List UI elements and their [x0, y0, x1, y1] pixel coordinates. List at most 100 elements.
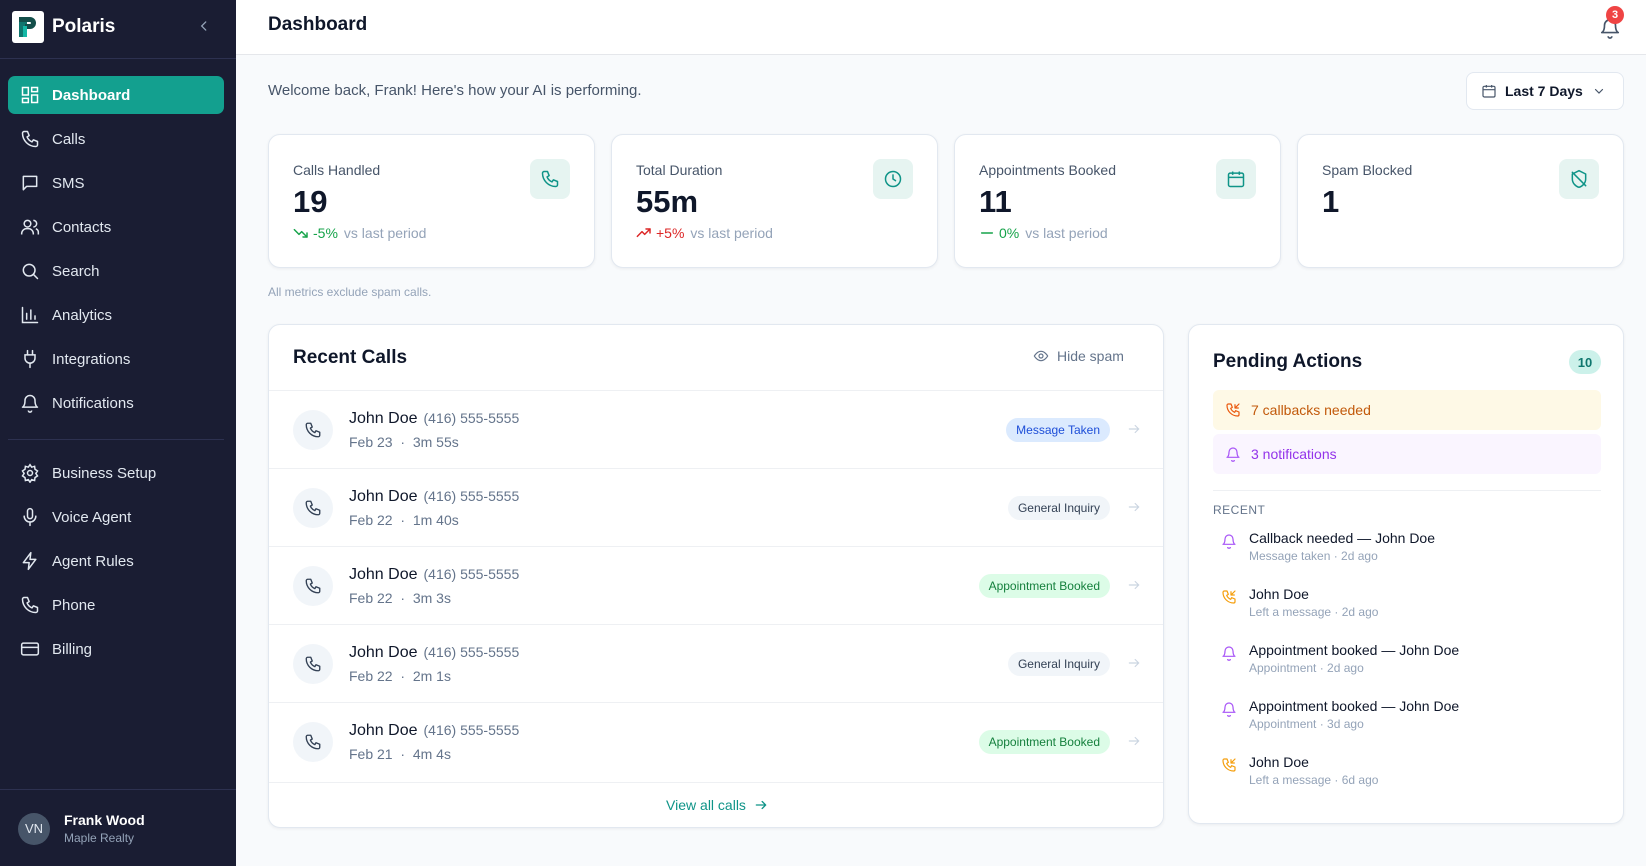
bell-icon — [1222, 702, 1236, 717]
list-item[interactable]: Callback needed — John Doe Message taken… — [1213, 530, 1601, 586]
call-meta: Feb 22 · 2m 1s — [349, 668, 451, 684]
user-org: Maple Realty — [64, 831, 135, 845]
sidebar-item-voice-agent[interactable]: Voice Agent — [8, 498, 224, 536]
metric-value: 19 — [293, 184, 328, 219]
sidebar-item-label: Contacts — [52, 218, 112, 236]
recent-section-label: RECENT — [1213, 503, 1266, 517]
phone-callback-icon — [1222, 758, 1236, 772]
sidebar-item-sms[interactable]: SMS — [8, 164, 224, 202]
welcome-message: Welcome back, Frank! Here's how your AI … — [268, 82, 642, 99]
clock-icon — [884, 170, 902, 188]
table-row[interactable]: John Doe (416) 555-5555 Feb 22 · 1m 40s G… — [269, 468, 1163, 546]
callbacks-needed-button[interactable]: 7 callbacks needed — [1213, 390, 1601, 430]
table-row[interactable]: John Doe (416) 555-5555 Feb 21 · 4m 4s Ap… — [269, 702, 1163, 780]
shield-off-icon — [1571, 169, 1587, 189]
sidebar-item-label: Billing — [52, 640, 93, 658]
sidebar: Polaris Dashboard Calls SMS Contacts Sea… — [0, 0, 236, 866]
metric-trend: 0% vs last period — [979, 225, 1108, 241]
sidebar-item-label: Search — [52, 262, 100, 280]
phone-icon — [541, 170, 559, 188]
arrow-right-icon[interactable] — [1127, 656, 1141, 670]
date-range-label: Last 7 Days — [1505, 83, 1583, 99]
sidebar-item-label: Phone — [52, 596, 96, 614]
recent-activity-list: Callback needed — John Doe Message taken… — [1213, 530, 1601, 810]
arrow-right-icon[interactable] — [1127, 500, 1141, 514]
status-badge: General Inquiry — [1007, 652, 1110, 676]
sidebar-item-search[interactable]: Search — [8, 252, 224, 290]
polaris-logo — [12, 11, 44, 43]
pending-count-badge: 10 — [1569, 350, 1601, 374]
sidebar-item-phone[interactable]: Phone — [8, 586, 224, 624]
sidebar-item-contacts[interactable]: Contacts — [8, 208, 224, 246]
sidebar-item-label: Voice Agent — [52, 508, 132, 526]
list-item[interactable]: John Doe Left a message · 2d ago — [1213, 586, 1601, 642]
sidebar-item-analytics[interactable]: Analytics — [8, 296, 224, 334]
user-profile[interactable]: VN Frank Wood Maple Realty — [18, 812, 145, 845]
metric-card-calls-handled: Calls Handled 19 -5% vs last period — [268, 134, 595, 268]
sidebar-item-notifications[interactable]: Notifications — [8, 384, 224, 422]
caller-name: John Doe (416) 555-5555 — [349, 644, 520, 661]
bell-icon — [21, 394, 39, 413]
collapse-sidebar-button[interactable] — [194, 16, 214, 36]
metric-comparison: vs last period — [690, 225, 773, 241]
divider — [1213, 490, 1601, 491]
list-item[interactable]: Appointment booked — John Doe Appointmen… — [1213, 642, 1601, 698]
sidebar-item-label: Dashboard — [52, 86, 131, 104]
metric-card-spam-blocked: Spam Blocked 1 — [1297, 134, 1624, 268]
recent-calls-title: Recent Calls — [293, 347, 408, 368]
metric-change: 0% — [999, 225, 1020, 241]
hide-spam-toggle[interactable]: Hide spam — [1033, 348, 1124, 364]
plug-icon — [24, 349, 36, 369]
list-item[interactable]: John Doe Left a message · 6d ago — [1213, 754, 1601, 810]
activity-subtitle: Appointment · 3d ago — [1249, 717, 1364, 731]
status-badge: Message Taken — [1006, 418, 1110, 442]
activity-title: Appointment booked — John Doe — [1249, 642, 1460, 658]
call-meta: Feb 21 · 4m 4s — [349, 746, 451, 762]
list-item[interactable]: Appointment booked — John Doe Appointmen… — [1213, 698, 1601, 754]
view-all-calls-link[interactable]: View all calls — [269, 782, 1163, 827]
message-icon — [22, 175, 38, 191]
metric-value: 11 — [979, 184, 1012, 219]
metrics-footnote: All metrics exclude spam calls. — [268, 285, 432, 299]
notification-count-badge: 3 — [1606, 6, 1624, 24]
activity-title: Callback needed — John Doe — [1249, 530, 1436, 546]
metric-change: +5% — [656, 225, 685, 241]
users-icon — [20, 219, 40, 235]
sidebar-item-integrations[interactable]: Integrations — [8, 340, 224, 378]
caller-phone: (416) 555-5555 — [423, 566, 520, 582]
caller-name: John Doe (416) 555-5555 — [349, 488, 520, 505]
recent-calls-card: Recent Calls Hide spam John Doe (416) 555… — [268, 324, 1164, 828]
arrow-right-icon[interactable] — [1127, 422, 1141, 436]
arrow-right-icon[interactable] — [1127, 578, 1141, 592]
phone-icon — [305, 500, 321, 516]
sidebar-item-calls[interactable]: Calls — [8, 120, 224, 158]
status-badge: Appointment Booked — [978, 730, 1110, 754]
sidebar-item-billing[interactable]: Billing — [8, 630, 224, 668]
phone-icon — [305, 578, 321, 594]
sidebar-item-agent-rules[interactable]: Agent Rules — [8, 542, 224, 580]
notifications-pending-button[interactable]: 3 notifications — [1213, 434, 1601, 474]
metric-comparison: vs last period — [343, 225, 427, 241]
pending-actions-title: Pending Actions — [1213, 351, 1363, 372]
metric-label: Total Duration — [636, 162, 723, 178]
app-name: Polaris — [52, 16, 116, 37]
lightning-icon — [22, 551, 37, 571]
table-row[interactable]: John Doe (416) 555-5555 Feb 22 · 2m 1s Ge… — [269, 624, 1163, 702]
caller-name: John Doe (416) 555-5555 — [349, 722, 520, 739]
table-row[interactable]: John Doe (416) 555-5555 Feb 22 · 3m 3s Ap… — [269, 546, 1163, 624]
date-range-dropdown[interactable]: Last 7 Days — [1466, 72, 1624, 110]
sidebar-item-business-setup[interactable]: Business Setup — [8, 454, 224, 492]
eye-icon — [1033, 350, 1049, 362]
sidebar-item-label: Notifications — [52, 394, 134, 412]
hide-spam-label: Hide spam — [1057, 348, 1124, 364]
table-row[interactable]: John Doe (416) 555-5555 Feb 23 · 3m 55s M… — [269, 390, 1163, 468]
trend-down-icon — [293, 228, 308, 238]
phone-icon — [21, 130, 39, 148]
arrow-right-icon[interactable] — [1127, 734, 1141, 748]
brand[interactable]: Polaris — [12, 10, 115, 44]
sidebar-item-label: Business Setup — [52, 464, 157, 482]
sidebar-item-dashboard[interactable]: Dashboard — [8, 76, 224, 114]
divider — [0, 789, 236, 790]
metric-icon-box — [873, 159, 913, 199]
avatar: VN — [18, 812, 50, 845]
